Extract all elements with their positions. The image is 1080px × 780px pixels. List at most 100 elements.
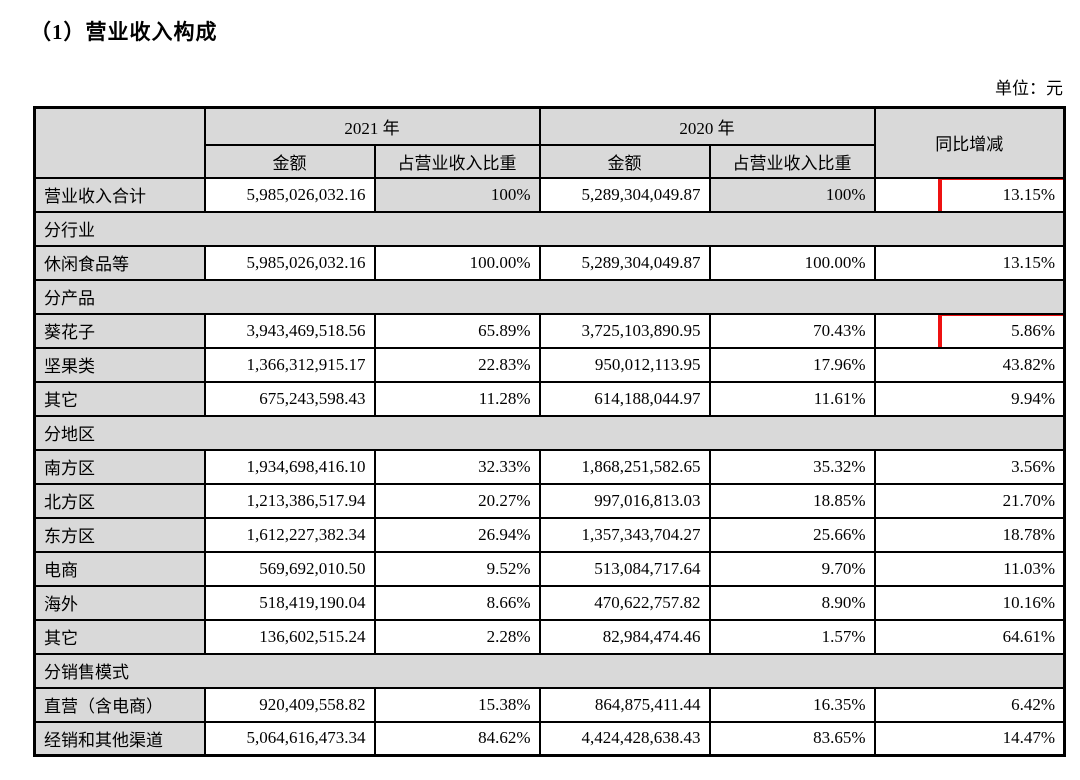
row-label: 海外	[33, 584, 206, 621]
table-header-row-2: 金额 占营业收入比重 金额 占营业收入比重	[35, 143, 1065, 179]
amount-2021-cell: 5,064,616,473.34	[203, 720, 376, 757]
yoy-cell: 13.15%	[873, 176, 1066, 213]
yoy-value: 5.86%	[1011, 320, 1055, 340]
row-label: 东方区	[33, 516, 206, 553]
ratio-2021-cell: 11.28%	[373, 380, 541, 417]
header-year-2021: 2021 年	[203, 106, 541, 146]
row-label: 经销和其他渠道	[33, 720, 206, 757]
ratio-2021-cell: 26.94%	[373, 516, 541, 553]
amount-2021-cell: 1,366,312,915.17	[203, 346, 376, 383]
table-row-south: 南方区 1,934,698,416.10 32.33% 1,868,251,58…	[33, 448, 1066, 485]
ratio-2020-cell: 100.00%	[708, 244, 876, 281]
amount-2020-cell: 5,289,304,049.87	[538, 244, 711, 281]
revenue-composition-table: 2021 年 2020 年 同比增减 金额 占营业收入比重 金额 占营业收入比重…	[33, 106, 1066, 757]
table-row-direct-sales: 直营（含电商） 920,409,558.82 15.38% 864,875,41…	[33, 686, 1066, 723]
table-row-other-products: 其它 675,243,598.43 11.28% 614,188,044.97 …	[33, 380, 1066, 417]
amount-2021-cell: 920,409,558.82	[203, 686, 376, 723]
table-row-east: 东方区 1,612,227,382.34 26.94% 1,357,343,70…	[33, 516, 1066, 553]
yoy-cell: 13.15%	[873, 244, 1066, 281]
row-label: 其它	[33, 618, 206, 655]
ratio-2020-cell: 11.61%	[708, 380, 876, 417]
ratio-2020-cell: 25.66%	[708, 516, 876, 553]
table-row-north: 北方区 1,213,386,517.94 20.27% 997,016,813.…	[33, 482, 1066, 519]
ratio-2020-cell: 9.70%	[708, 550, 876, 587]
row-label: 北方区	[33, 482, 206, 519]
yoy-cell: 11.03%	[873, 550, 1066, 587]
yoy-value: 13.15%	[1002, 184, 1055, 204]
header-ratio-2021: 占营业收入比重	[373, 143, 541, 179]
row-label: 南方区	[33, 448, 206, 485]
section-label: 分产品	[33, 278, 1066, 315]
table-row-distribution: 经销和其他渠道 5,064,616,473.34 84.62% 4,424,42…	[33, 720, 1066, 757]
amount-2020-cell: 1,357,343,704.27	[538, 516, 711, 553]
yoy-cell: 14.47%	[873, 720, 1066, 757]
ratio-2021-cell: 65.89%	[373, 312, 541, 349]
ratio-2021-cell: 20.27%	[373, 482, 541, 519]
section-label: 分行业	[33, 210, 1066, 247]
ratio-2021-cell: 32.33%	[373, 448, 541, 485]
unit-label: 单位：元	[995, 79, 1063, 98]
amount-2021-cell: 136,602,515.24	[203, 618, 376, 655]
amount-2021-cell: 1,934,698,416.10	[203, 448, 376, 485]
table-row-overseas: 海外 518,419,190.04 8.66% 470,622,757.82 8…	[33, 584, 1066, 621]
ratio-2021-cell: 8.66%	[373, 584, 541, 621]
row-label: 电商	[33, 550, 206, 587]
yoy-cell: 5.86%	[873, 312, 1066, 349]
table-row-nuts: 坚果类 1,366,312,915.17 22.83% 950,012,113.…	[33, 346, 1066, 383]
ratio-2020-cell: 17.96%	[708, 346, 876, 383]
ratio-2020-cell: 8.90%	[708, 584, 876, 621]
amount-2020-cell: 513,084,717.64	[538, 550, 711, 587]
ratio-2020-cell: 16.35%	[708, 686, 876, 723]
row-label: 休闲食品等	[33, 244, 206, 281]
section-row-product: 分产品	[33, 278, 1066, 315]
yoy-cell: 6.42%	[873, 686, 1066, 723]
ratio-2020-cell: 1.57%	[708, 618, 876, 655]
table-row-snack-foods: 休闲食品等 5,985,026,032.16 100.00% 5,289,304…	[33, 244, 1066, 281]
ratio-2020-cell: 70.43%	[708, 312, 876, 349]
amount-2021-cell: 5,985,026,032.16	[203, 244, 376, 281]
amount-2020-cell: 614,188,044.97	[538, 380, 711, 417]
header-ratio-2020: 占营业收入比重	[708, 143, 876, 179]
ratio-2020-cell: 83.65%	[708, 720, 876, 757]
ratio-2021-cell: 84.62%	[373, 720, 541, 757]
yoy-cell: 10.16%	[873, 584, 1066, 621]
table-row-ecommerce: 电商 569,692,010.50 9.52% 513,084,717.64 9…	[33, 550, 1066, 587]
yoy-cell: 18.78%	[873, 516, 1066, 553]
ratio-2021-cell: 2.28%	[373, 618, 541, 655]
page-title: （1）营业收入构成	[30, 20, 218, 44]
amount-2021-cell: 675,243,598.43	[203, 380, 376, 417]
header-amount-2021: 金额	[203, 143, 376, 179]
header-corner-cell	[33, 106, 206, 179]
amount-2021-cell: 5,985,026,032.16	[203, 176, 376, 213]
amount-2020-cell: 1,868,251,582.65	[538, 448, 711, 485]
amount-2021-cell: 1,213,386,517.94	[203, 482, 376, 519]
amount-2020-cell: 4,424,428,638.43	[538, 720, 711, 757]
table-header-row-1: 2021 年 2020 年 同比增减	[33, 106, 1066, 179]
section-row-industry: 分行业	[33, 210, 1066, 247]
section-row-sales-mode: 分销售模式	[33, 652, 1066, 689]
ratio-2021-cell: 100%	[373, 176, 541, 213]
row-label: 葵花子	[33, 312, 206, 349]
yoy-cell: 3.56%	[873, 448, 1066, 485]
table-row-sunflower-seeds: 葵花子 3,943,469,518.56 65.89% 3,725,103,89…	[33, 312, 1066, 349]
yoy-cell: 43.82%	[873, 346, 1066, 383]
yoy-cell: 64.61%	[873, 618, 1066, 655]
amount-2020-cell: 82,984,474.46	[538, 618, 711, 655]
table-row-other-regions: 其它 136,602,515.24 2.28% 82,984,474.46 1.…	[33, 618, 1066, 655]
ratio-2021-cell: 100.00%	[373, 244, 541, 281]
header-yoy: 同比增减	[873, 106, 1066, 179]
section-label: 分地区	[33, 414, 1066, 451]
yoy-cell: 21.70%	[873, 482, 1066, 519]
amount-2021-cell: 518,419,190.04	[203, 584, 376, 621]
row-label: 其它	[33, 380, 206, 417]
amount-2020-cell: 950,012,113.95	[538, 346, 711, 383]
row-label: 直营（含电商）	[33, 686, 206, 723]
ratio-2020-cell: 35.32%	[708, 448, 876, 485]
amount-2020-cell: 470,622,757.82	[538, 584, 711, 621]
ratio-2021-cell: 22.83%	[373, 346, 541, 383]
amount-2020-cell: 3,725,103,890.95	[538, 312, 711, 349]
amount-2020-cell: 997,016,813.03	[538, 482, 711, 519]
section-label: 分销售模式	[33, 652, 1066, 689]
header-amount-2020: 金额	[538, 143, 711, 179]
row-label: 坚果类	[33, 346, 206, 383]
